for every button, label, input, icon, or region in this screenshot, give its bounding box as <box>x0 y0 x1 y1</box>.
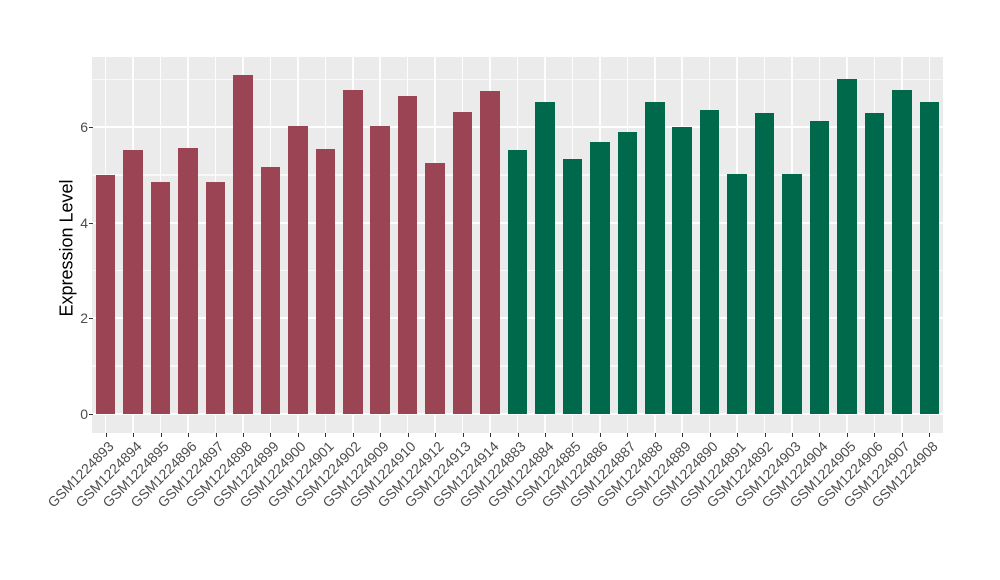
bar <box>699 110 720 414</box>
bar <box>150 182 171 414</box>
bar <box>809 120 830 414</box>
x-tick-mark <box>242 433 244 437</box>
y-tick-label: 6 <box>80 119 88 136</box>
x-tick-mark <box>544 433 546 437</box>
bar <box>617 132 638 414</box>
x-tick-mark <box>792 433 794 437</box>
y-tick-label: 0 <box>80 406 88 422</box>
x-tick-mark <box>462 433 464 437</box>
x-tick-mark <box>929 433 931 437</box>
x-tick-mark <box>764 433 766 437</box>
bar <box>507 149 528 414</box>
y-tick-label: 4 <box>80 214 88 231</box>
bar <box>782 174 802 414</box>
x-tick-mark <box>517 433 519 437</box>
bar <box>205 182 226 414</box>
y-tick-mark <box>89 222 93 224</box>
bar <box>480 91 500 414</box>
x-tick-mark <box>682 433 684 437</box>
x-tick-mark <box>599 433 601 437</box>
bar <box>562 159 583 414</box>
x-tick-mark <box>654 433 656 437</box>
bar <box>370 126 390 414</box>
bar <box>590 141 610 414</box>
y-tick-label: 2 <box>80 310 88 327</box>
bar <box>260 166 281 414</box>
bar <box>425 163 445 414</box>
x-tick-mark <box>270 433 272 437</box>
bar <box>727 174 747 414</box>
x-tick-mark <box>490 433 492 437</box>
bar <box>645 102 665 414</box>
x-tick-mark <box>105 433 107 437</box>
x-tick-mark <box>380 433 382 437</box>
y-axis-title: Expression Level <box>56 179 77 317</box>
x-tick-mark <box>297 433 299 437</box>
x-tick-mark <box>215 433 217 437</box>
x-tick-mark <box>188 433 190 437</box>
bar <box>315 149 336 414</box>
x-tick-mark <box>435 433 437 437</box>
bar <box>178 147 198 414</box>
x-tick-mark <box>627 433 629 437</box>
y-tick-mark <box>89 318 93 320</box>
x-tick-mark <box>572 433 574 437</box>
x-tick-mark <box>325 433 327 437</box>
plot-panel <box>92 57 943 433</box>
bar <box>123 149 143 414</box>
bar <box>837 79 857 414</box>
bar <box>864 113 885 414</box>
bar <box>288 126 308 414</box>
bar <box>397 96 418 414</box>
bar <box>535 102 555 414</box>
y-tick-mark <box>89 127 93 129</box>
bar <box>233 74 253 414</box>
x-tick-mark <box>737 433 739 437</box>
bar <box>892 89 912 414</box>
x-tick-mark <box>352 433 354 437</box>
bar <box>95 175 116 414</box>
y-tick-mark <box>89 414 93 415</box>
bar <box>754 112 775 414</box>
bar <box>672 127 692 414</box>
bar <box>343 90 363 414</box>
x-tick-mark <box>407 433 409 437</box>
x-tick-mark <box>874 433 876 437</box>
x-tick-mark <box>819 433 821 437</box>
bar <box>919 102 940 414</box>
x-tick-mark <box>901 433 903 437</box>
x-tick-mark <box>133 433 135 437</box>
x-tick-mark <box>160 433 162 437</box>
bar <box>452 111 473 414</box>
x-tick-mark <box>709 433 711 437</box>
x-tick-mark <box>846 433 848 437</box>
